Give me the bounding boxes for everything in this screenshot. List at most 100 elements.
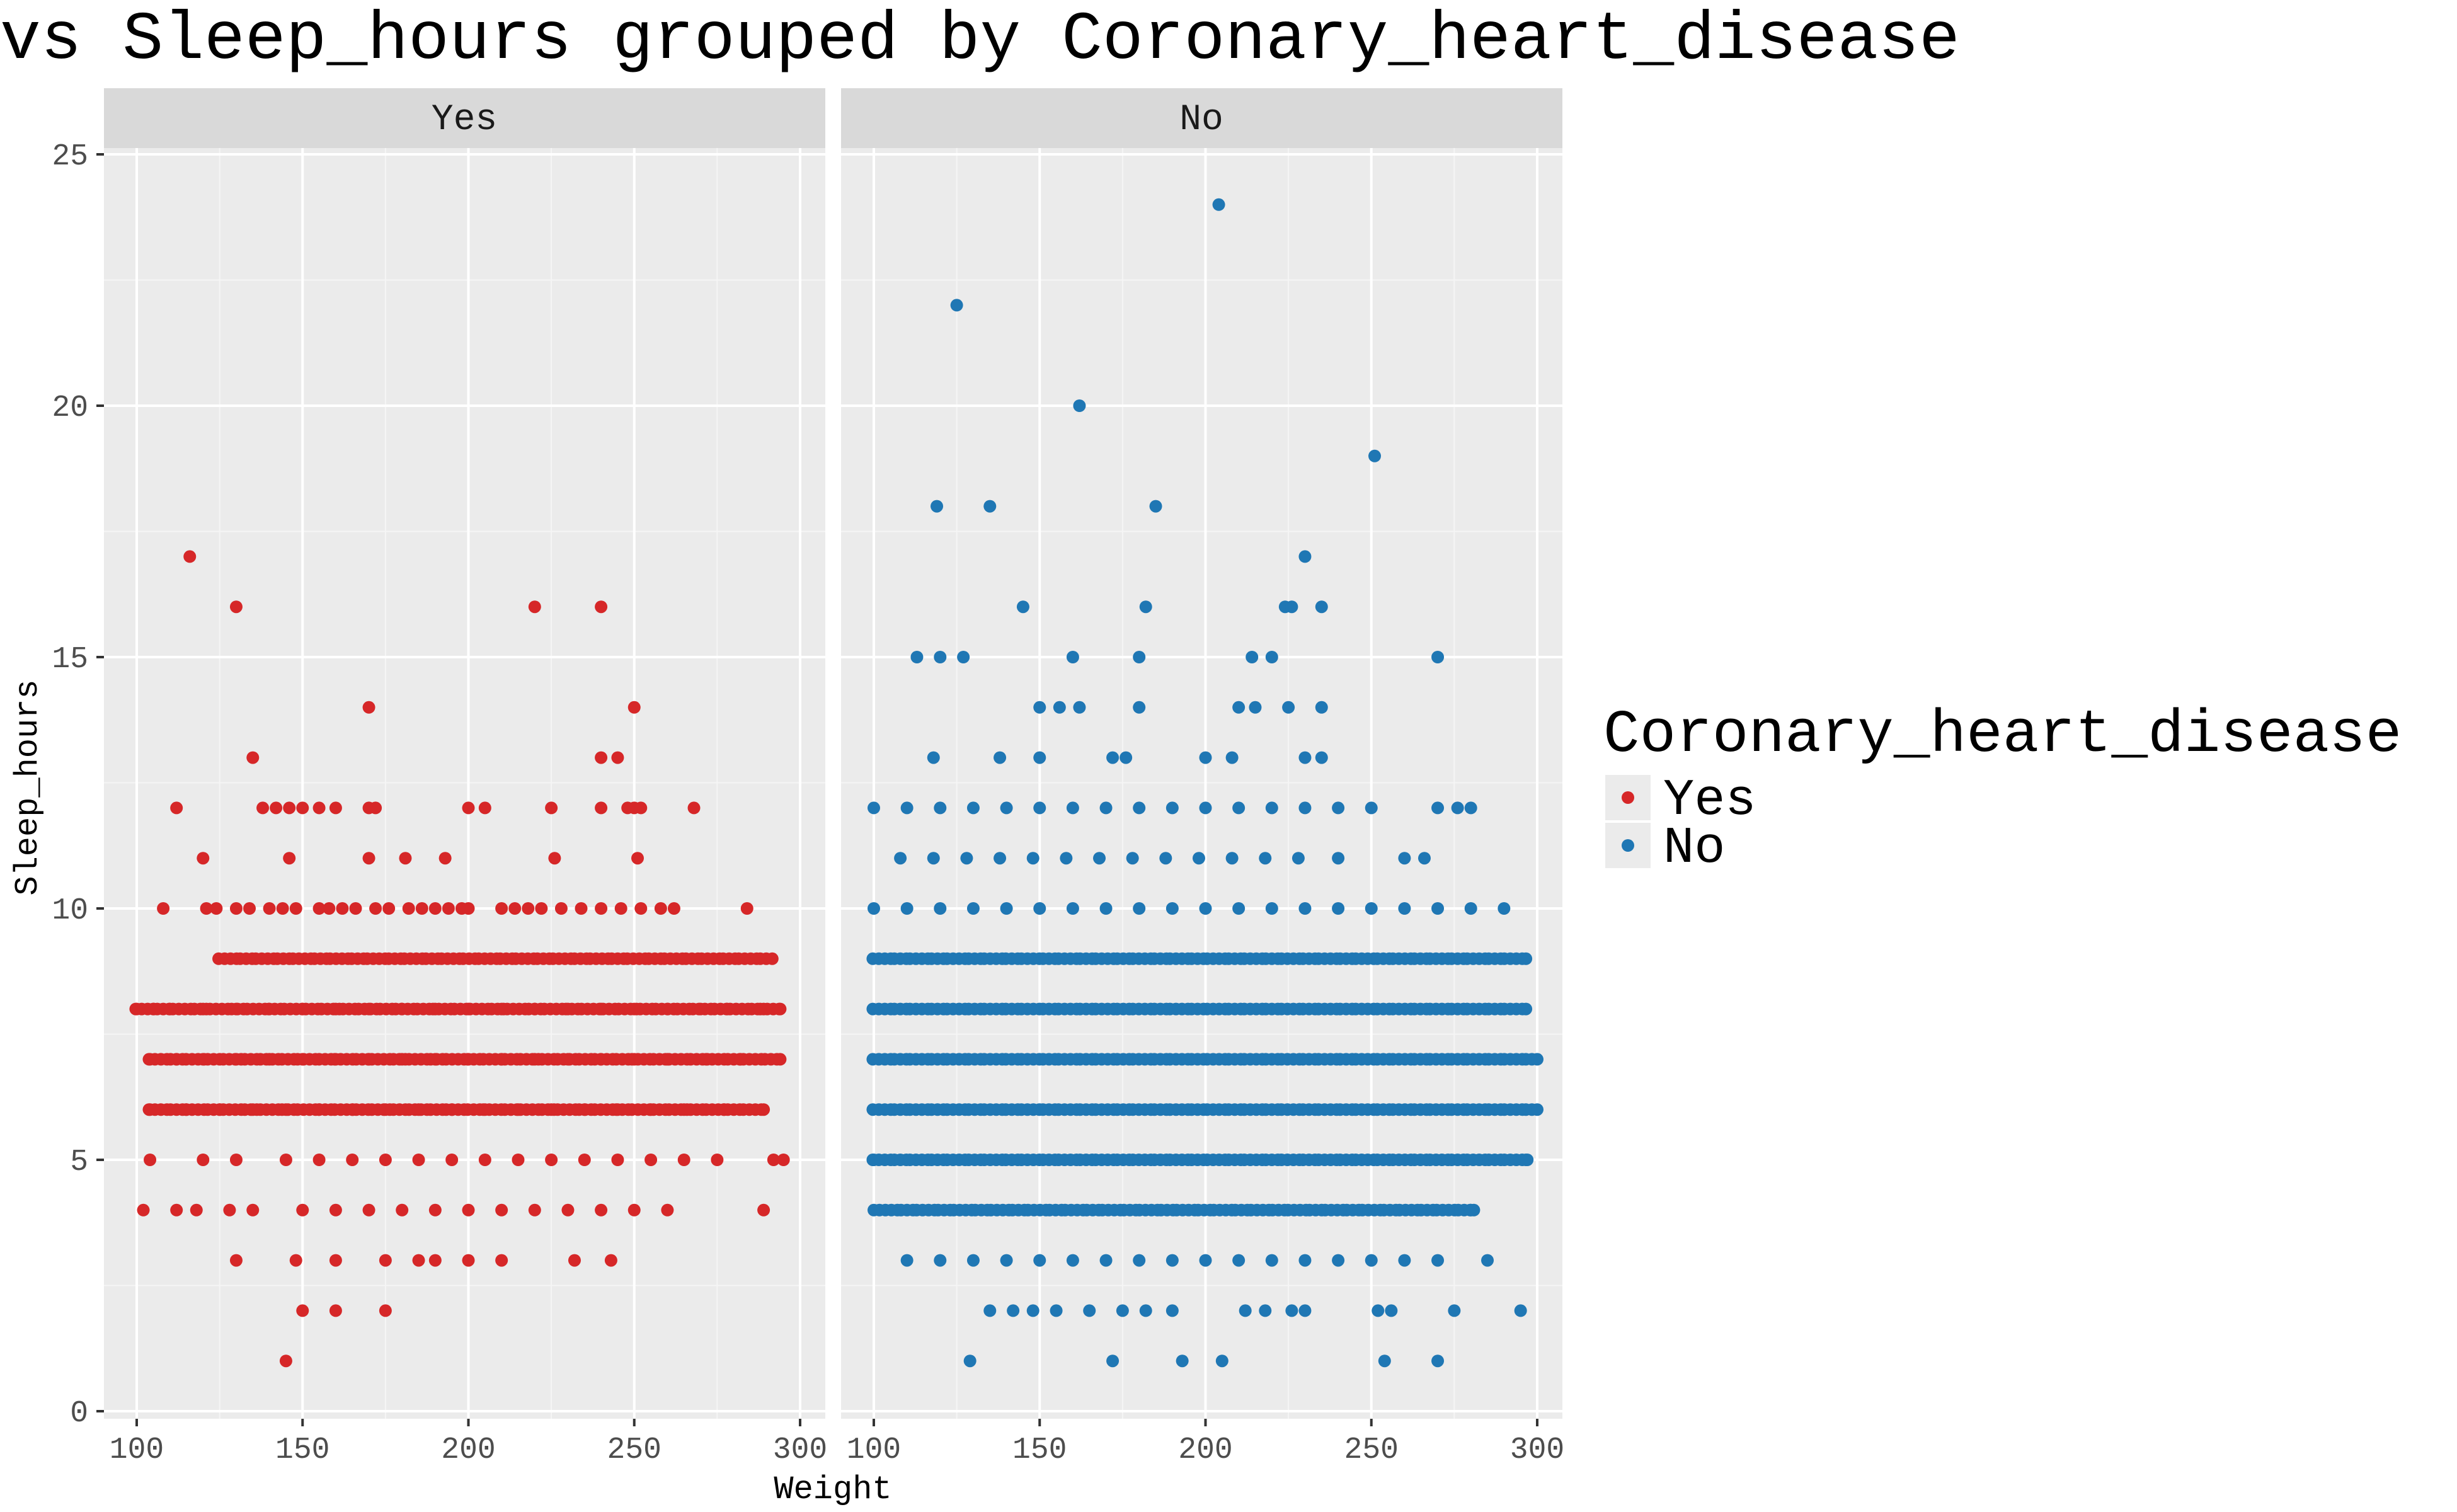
data-point — [757, 1103, 770, 1116]
data-point — [170, 1053, 183, 1066]
strip-label-no: No — [1179, 100, 1223, 140]
data-point — [1332, 801, 1345, 815]
data-point — [1166, 902, 1179, 915]
data-point — [289, 902, 302, 915]
data-point — [1199, 1254, 1212, 1267]
data-point — [1060, 852, 1073, 865]
data-point — [1372, 1304, 1385, 1317]
data-point — [495, 1203, 508, 1217]
data-point — [1365, 1254, 1378, 1267]
data-point — [1265, 1254, 1278, 1267]
data-point — [994, 852, 1007, 865]
data-point — [1521, 1154, 1534, 1166]
data-point — [1093, 852, 1106, 865]
data-point — [1431, 1254, 1445, 1267]
data-point — [197, 1053, 210, 1066]
data-point — [721, 1002, 734, 1016]
data-point — [279, 1103, 292, 1116]
data-point — [611, 1154, 624, 1166]
data-point — [1066, 902, 1079, 915]
data-point — [1139, 1304, 1152, 1317]
data-point — [1514, 1304, 1527, 1317]
data-point — [545, 1154, 558, 1166]
data-point — [894, 852, 907, 865]
data-point — [229, 1154, 243, 1166]
data-point — [279, 1354, 292, 1368]
data-point — [508, 902, 522, 915]
points-yes — [129, 550, 790, 1368]
data-point — [900, 902, 914, 915]
data-point — [1073, 701, 1086, 714]
data-point — [144, 1103, 157, 1116]
data-point — [717, 1103, 730, 1116]
data-point — [270, 801, 283, 815]
data-point — [246, 1203, 260, 1217]
y-tick-label: 10 — [52, 894, 88, 928]
data-point — [279, 1154, 292, 1166]
data-point — [983, 500, 997, 513]
data-point — [263, 1053, 276, 1066]
data-point — [1531, 1053, 1544, 1066]
data-point — [1431, 902, 1445, 915]
data-point — [379, 1103, 392, 1116]
data-point — [1249, 701, 1262, 714]
data-point — [578, 1103, 591, 1116]
data-point — [329, 1053, 342, 1066]
data-point — [1166, 801, 1179, 815]
data-point — [180, 1103, 193, 1116]
data-point — [412, 1154, 425, 1166]
data-point — [900, 1254, 914, 1267]
data-point — [512, 1103, 525, 1116]
data-point — [1033, 1254, 1046, 1267]
data-point — [428, 1053, 442, 1066]
data-point — [627, 701, 641, 714]
data-point — [396, 1053, 409, 1066]
data-point — [1259, 1304, 1272, 1317]
data-point — [246, 751, 260, 764]
data-point — [1464, 902, 1477, 915]
data-point — [296, 801, 309, 815]
data-point — [1520, 1002, 1533, 1016]
data-point — [634, 801, 648, 815]
data-point — [1298, 751, 1312, 764]
data-point — [428, 1203, 442, 1217]
data-point — [243, 902, 256, 915]
data-point — [1033, 902, 1046, 915]
data-point — [1282, 701, 1295, 714]
data-point — [1298, 550, 1312, 563]
strip-yes — [104, 88, 825, 148]
data-point — [1166, 1304, 1179, 1317]
data-point — [627, 1203, 641, 1217]
data-point — [1531, 1103, 1544, 1116]
data-point — [312, 801, 326, 815]
data-point — [462, 902, 475, 915]
data-point — [1378, 1354, 1391, 1368]
data-point — [1315, 701, 1328, 714]
data-point — [478, 1154, 491, 1166]
data-point — [415, 902, 428, 915]
data-point — [462, 801, 475, 815]
data-point — [604, 1254, 617, 1267]
data-point — [1365, 902, 1378, 915]
data-point — [1232, 1254, 1246, 1267]
data-point — [362, 1053, 375, 1066]
data-point — [983, 1304, 997, 1317]
data-point — [1033, 801, 1046, 815]
data-point — [1265, 801, 1278, 815]
data-point — [1099, 801, 1113, 815]
data-point — [934, 801, 947, 815]
data-point — [229, 1002, 243, 1016]
data-point — [382, 902, 396, 915]
data-point — [1050, 1304, 1063, 1317]
data-point — [1285, 1304, 1298, 1317]
data-point — [462, 1053, 475, 1066]
y-tick-label: 0 — [70, 1397, 88, 1431]
data-point — [661, 1053, 674, 1066]
data-point — [1176, 1354, 1189, 1368]
data-point — [1232, 902, 1246, 915]
x-tick-label: 150 — [275, 1433, 329, 1467]
y-tick-label: 15 — [52, 643, 88, 677]
data-point — [312, 1103, 326, 1116]
data-point — [1464, 1203, 1477, 1217]
